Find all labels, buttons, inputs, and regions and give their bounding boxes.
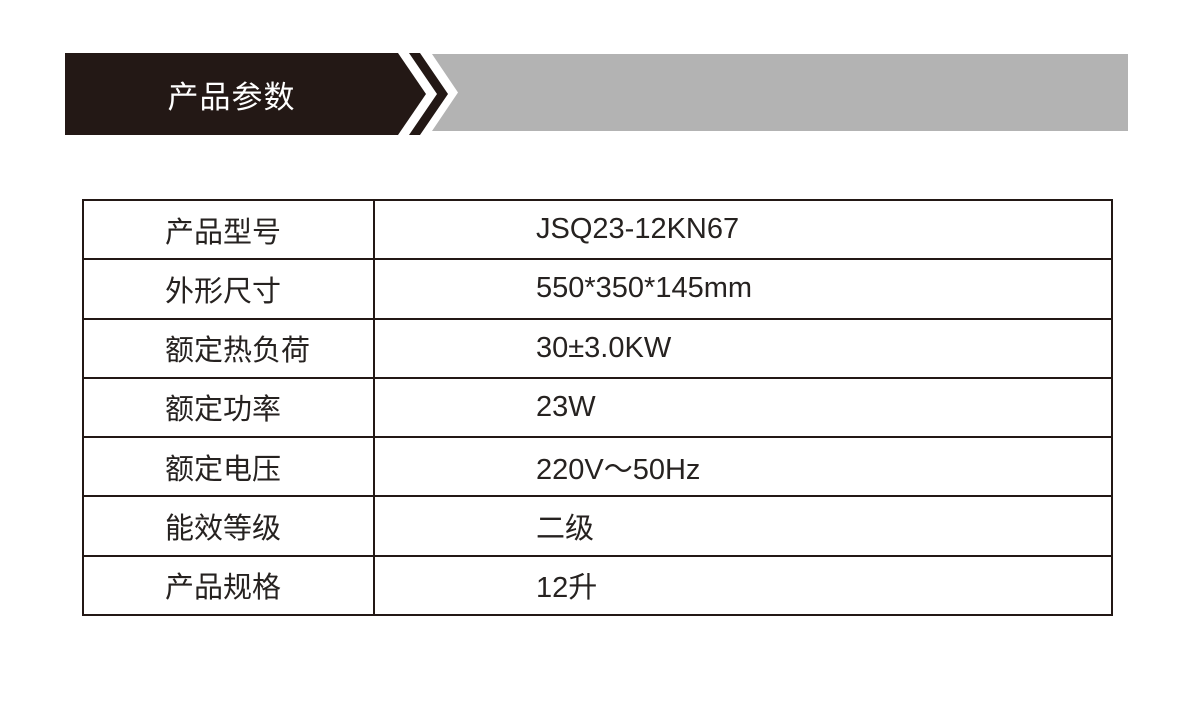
spec-value: 二级 <box>536 513 595 546</box>
spec-value: 23W <box>536 390 596 423</box>
spec-value: JSQ23-12KN67 <box>536 213 740 246</box>
gray-bar <box>432 54 1128 131</box>
chevron-right-icon <box>409 53 448 135</box>
spec-label: 产品规格 <box>84 556 375 614</box>
spec-value: 12升 <box>536 572 598 605</box>
table-row: 产品规格 12升 <box>84 554 1111 614</box>
spec-label: 额定热负荷 <box>84 319 375 377</box>
spec-value: 30±3.0KW <box>536 331 672 364</box>
spec-value: 550*350*145mm <box>536 272 753 305</box>
spec-label: 能效等级 <box>84 497 375 555</box>
section-title: 产品参数 <box>167 79 296 115</box>
banner-arrow-shape <box>65 53 426 135</box>
spec-label: 额定电压 <box>84 438 375 496</box>
table-row: 额定热负荷 30±3.0KW <box>84 317 1111 377</box>
table-row: 能效等级 二级 <box>84 495 1111 555</box>
spec-value: 220V～50Hz <box>536 453 701 486</box>
spec-label: 外形尺寸 <box>84 260 375 318</box>
table-row: 额定功率 23W <box>84 376 1111 437</box>
spec-label: 产品型号 <box>84 201 375 259</box>
header-decoration <box>65 53 1128 135</box>
table-row: 产品型号 JSQ23-12KN67 <box>84 201 1111 259</box>
table-row: 额定电压 220V～50Hz <box>84 436 1111 496</box>
spec-table: 产品型号 JSQ23-12KN67 外形尺寸 550*350*145mm 额定热… <box>82 199 1113 616</box>
header-banner: 产品参数 <box>0 0 1200 150</box>
spec-label: 额定功率 <box>84 378 375 437</box>
table-row: 外形尺寸 550*350*145mm <box>84 258 1111 318</box>
